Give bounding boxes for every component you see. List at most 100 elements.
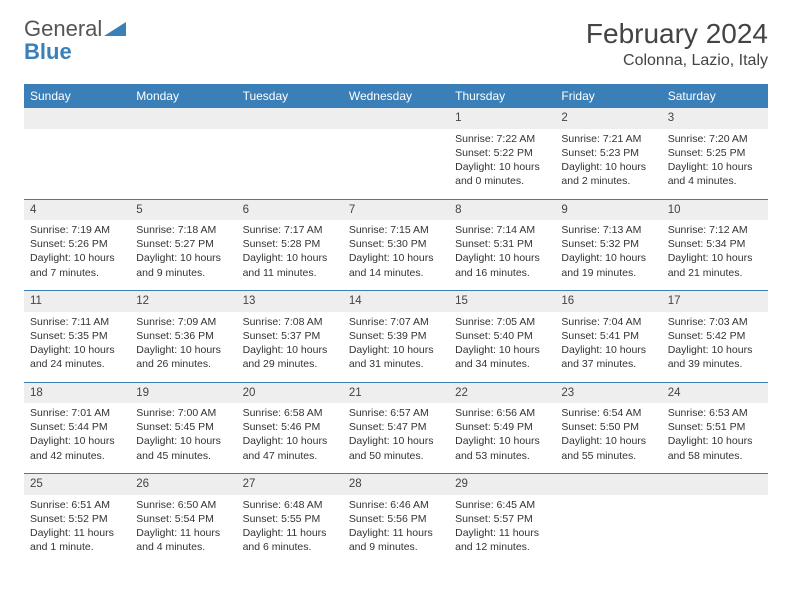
day-cell: 7Sunrise: 7:15 AMSunset: 5:30 PMDaylight… [343,199,449,291]
day-cell: 27Sunrise: 6:48 AMSunset: 5:55 PMDayligh… [237,474,343,565]
day-body: Sunrise: 7:11 AMSunset: 5:35 PMDaylight:… [24,312,130,382]
day-number: 5 [130,200,236,221]
daylight-text: Daylight: 10 hours and 19 minutes. [561,251,655,279]
day-number: 29 [449,474,555,495]
sunset-text: Sunset: 5:31 PM [455,237,549,251]
day-number: 14 [343,291,449,312]
sunrise-text: Sunrise: 7:17 AM [243,223,337,237]
empty-cell [237,108,343,199]
empty-cell [24,108,130,199]
daylight-text: Daylight: 11 hours and 6 minutes. [243,526,337,554]
sunset-text: Sunset: 5:51 PM [668,420,762,434]
sunset-text: Sunset: 5:27 PM [136,237,230,251]
daylight-text: Daylight: 10 hours and 29 minutes. [243,343,337,371]
sunset-text: Sunset: 5:47 PM [349,420,443,434]
day-body [555,495,661,565]
sunrise-text: Sunrise: 7:15 AM [349,223,443,237]
day-header-row: SundayMondayTuesdayWednesdayThursdayFrid… [24,84,768,108]
day-body: Sunrise: 6:45 AMSunset: 5:57 PMDaylight:… [449,495,555,565]
week-row: 1Sunrise: 7:22 AMSunset: 5:22 PMDaylight… [24,108,768,199]
day-body: Sunrise: 7:07 AMSunset: 5:39 PMDaylight:… [343,312,449,382]
day-number: 10 [662,200,768,221]
day-cell: 29Sunrise: 6:45 AMSunset: 5:57 PMDayligh… [449,474,555,565]
daylight-text: Daylight: 10 hours and 37 minutes. [561,343,655,371]
daylight-text: Daylight: 10 hours and 47 minutes. [243,434,337,462]
day-cell: 1Sunrise: 7:22 AMSunset: 5:22 PMDaylight… [449,108,555,199]
daylight-text: Daylight: 11 hours and 9 minutes. [349,526,443,554]
day-cell: 22Sunrise: 6:56 AMSunset: 5:49 PMDayligh… [449,382,555,474]
day-cell: 25Sunrise: 6:51 AMSunset: 5:52 PMDayligh… [24,474,130,565]
day-number: 9 [555,200,661,221]
sunset-text: Sunset: 5:45 PM [136,420,230,434]
day-body: Sunrise: 7:01 AMSunset: 5:44 PMDaylight:… [24,403,130,473]
day-cell: 2Sunrise: 7:21 AMSunset: 5:23 PMDaylight… [555,108,661,199]
day-number [24,108,130,129]
logo-triangle-icon [104,22,126,41]
day-number: 23 [555,383,661,404]
day-body: Sunrise: 6:56 AMSunset: 5:49 PMDaylight:… [449,403,555,473]
sunset-text: Sunset: 5:54 PM [136,512,230,526]
daylight-text: Daylight: 10 hours and 16 minutes. [455,251,549,279]
day-number: 18 [24,383,130,404]
empty-cell [343,108,449,199]
day-body: Sunrise: 7:19 AMSunset: 5:26 PMDaylight:… [24,220,130,290]
day-body: Sunrise: 6:54 AMSunset: 5:50 PMDaylight:… [555,403,661,473]
day-cell: 20Sunrise: 6:58 AMSunset: 5:46 PMDayligh… [237,382,343,474]
sunrise-text: Sunrise: 7:05 AM [455,315,549,329]
sunrise-text: Sunrise: 6:58 AM [243,406,337,420]
day-cell: 21Sunrise: 6:57 AMSunset: 5:47 PMDayligh… [343,382,449,474]
sunset-text: Sunset: 5:32 PM [561,237,655,251]
daylight-text: Daylight: 10 hours and 9 minutes. [136,251,230,279]
day-header-thursday: Thursday [449,84,555,108]
sunrise-text: Sunrise: 6:51 AM [30,498,124,512]
week-row: 4Sunrise: 7:19 AMSunset: 5:26 PMDaylight… [24,199,768,291]
daylight-text: Daylight: 10 hours and 24 minutes. [30,343,124,371]
daylight-text: Daylight: 11 hours and 4 minutes. [136,526,230,554]
daylight-text: Daylight: 10 hours and 7 minutes. [30,251,124,279]
logo-text-2: Blue [24,39,72,64]
day-body: Sunrise: 7:22 AMSunset: 5:22 PMDaylight:… [449,129,555,199]
day-number [237,108,343,129]
sunset-text: Sunset: 5:40 PM [455,329,549,343]
sunset-text: Sunset: 5:35 PM [30,329,124,343]
day-cell: 4Sunrise: 7:19 AMSunset: 5:26 PMDaylight… [24,199,130,291]
day-body: Sunrise: 7:18 AMSunset: 5:27 PMDaylight:… [130,220,236,290]
day-number: 15 [449,291,555,312]
day-cell: 18Sunrise: 7:01 AMSunset: 5:44 PMDayligh… [24,382,130,474]
day-cell: 24Sunrise: 6:53 AMSunset: 5:51 PMDayligh… [662,382,768,474]
sunrise-text: Sunrise: 7:13 AM [561,223,655,237]
sunrise-text: Sunrise: 6:46 AM [349,498,443,512]
sunrise-text: Sunrise: 7:22 AM [455,132,549,146]
sunset-text: Sunset: 5:42 PM [668,329,762,343]
day-number: 24 [662,383,768,404]
location-text: Colonna, Lazio, Italy [586,52,768,70]
daylight-text: Daylight: 10 hours and 58 minutes. [668,434,762,462]
sunset-text: Sunset: 5:28 PM [243,237,337,251]
day-cell: 3Sunrise: 7:20 AMSunset: 5:25 PMDaylight… [662,108,768,199]
day-body [343,129,449,199]
daylight-text: Daylight: 10 hours and 26 minutes. [136,343,230,371]
sunrise-text: Sunrise: 7:08 AM [243,315,337,329]
day-body: Sunrise: 6:53 AMSunset: 5:51 PMDaylight:… [662,403,768,473]
day-cell: 5Sunrise: 7:18 AMSunset: 5:27 PMDaylight… [130,199,236,291]
daylight-text: Daylight: 10 hours and 0 minutes. [455,160,549,188]
daylight-text: Daylight: 10 hours and 11 minutes. [243,251,337,279]
sunrise-text: Sunrise: 7:04 AM [561,315,655,329]
daylight-text: Daylight: 10 hours and 4 minutes. [668,160,762,188]
sunrise-text: Sunrise: 7:21 AM [561,132,655,146]
day-number: 1 [449,108,555,129]
day-body [662,495,768,565]
day-number: 19 [130,383,236,404]
day-body [237,129,343,199]
day-cell: 17Sunrise: 7:03 AMSunset: 5:42 PMDayligh… [662,291,768,383]
daylight-text: Daylight: 10 hours and 39 minutes. [668,343,762,371]
logo-text-1: General [24,16,102,41]
sunrise-text: Sunrise: 7:11 AM [30,315,124,329]
day-header-monday: Monday [130,84,236,108]
sunrise-text: Sunrise: 6:56 AM [455,406,549,420]
title-block: February 2024 Colonna, Lazio, Italy [586,18,768,70]
daylight-text: Daylight: 11 hours and 1 minute. [30,526,124,554]
day-body: Sunrise: 7:08 AMSunset: 5:37 PMDaylight:… [237,312,343,382]
daylight-text: Daylight: 10 hours and 34 minutes. [455,343,549,371]
sunset-text: Sunset: 5:46 PM [243,420,337,434]
